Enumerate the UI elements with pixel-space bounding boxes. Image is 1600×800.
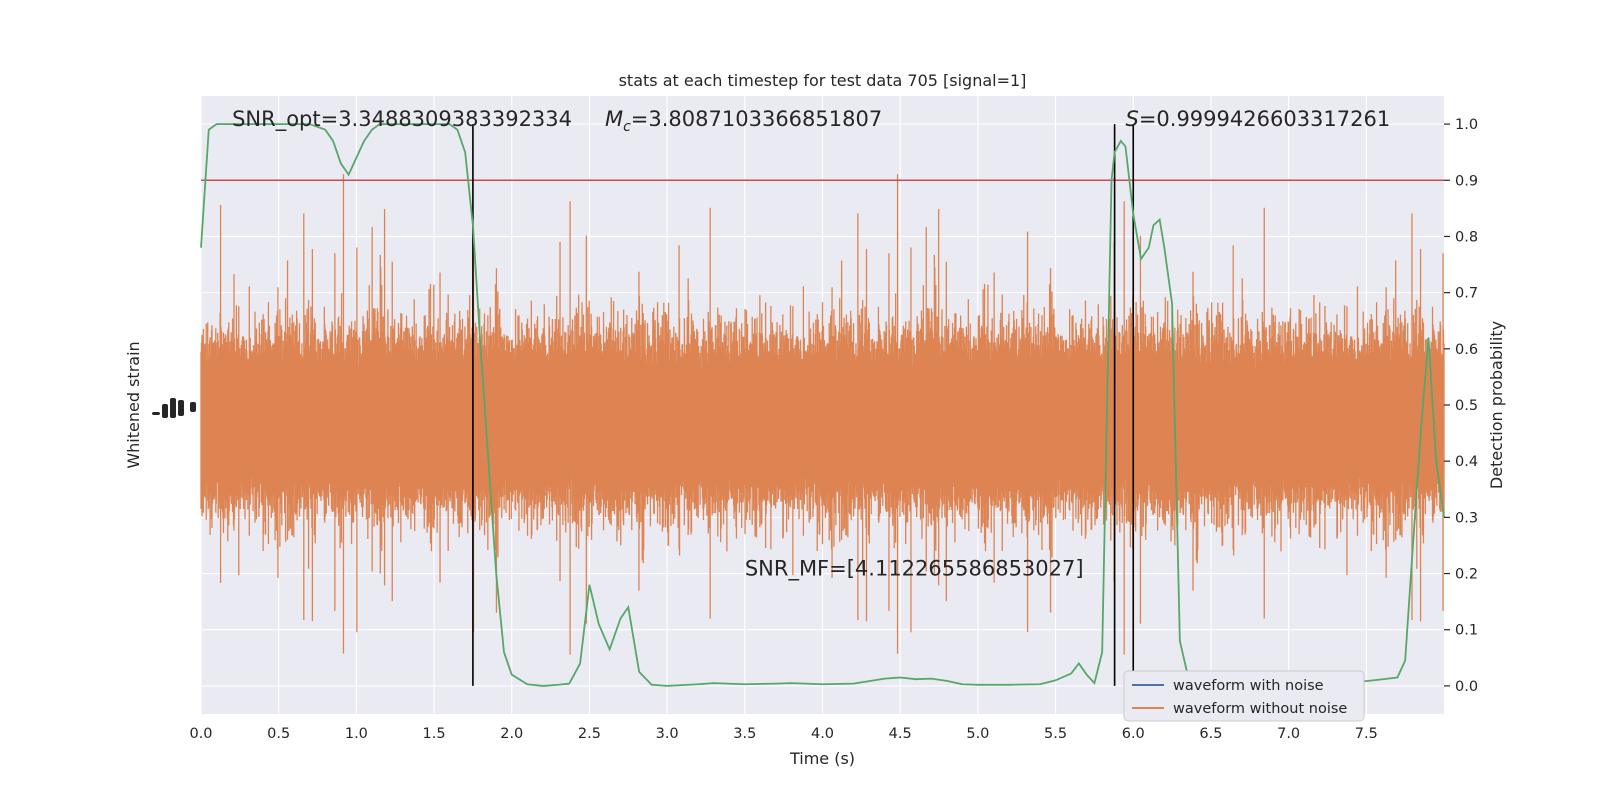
y-tick-label: 0.8 <box>1455 229 1478 245</box>
left-tick-glyph <box>152 412 160 415</box>
x-tick-label: 7.0 <box>1277 726 1300 742</box>
annotation: Mc=3.8087103366851807 <box>605 107 882 135</box>
legend: waveform with noise waveform without nois… <box>1123 670 1365 722</box>
legend-entry: waveform with noise <box>1173 678 1324 694</box>
x-axis-label: Time (s) <box>789 749 855 768</box>
left-tick-glyphs <box>152 398 196 418</box>
x-tick-label: 6.0 <box>1122 726 1145 742</box>
x-tick-label: 2.0 <box>500 726 523 742</box>
x-tick-label: 1.0 <box>345 726 368 742</box>
y-tick-label: 0.2 <box>1455 567 1478 583</box>
x-tick-label: 0.5 <box>267 726 290 742</box>
left-tick-glyph <box>178 400 184 416</box>
x-tick-label: 3.0 <box>656 726 679 742</box>
annotation: SNR_opt=3.3488309383392334 <box>232 107 572 132</box>
annotations-group: SNR_opt=3.3488309383392334 Mc=3.808710336… <box>232 107 1390 581</box>
y-tick-label: 0.6 <box>1455 342 1478 358</box>
y-tick-label: 0.9 <box>1455 173 1478 189</box>
x-tick-label: 4.5 <box>889 726 912 742</box>
y-axis-label-right: Detection probability <box>1487 321 1506 489</box>
x-tick-label: 5.5 <box>1044 726 1067 742</box>
y-tick-label: 0.0 <box>1455 679 1478 695</box>
x-tick-label: 3.5 <box>733 726 756 742</box>
left-tick-glyph <box>162 404 168 418</box>
y-tick-label: 0.3 <box>1455 510 1478 526</box>
chart-title: stats at each timestep for test data 705… <box>619 71 1027 90</box>
x-tick-label: 6.5 <box>1199 726 1222 742</box>
probability-group <box>200 123 1445 687</box>
probability-line <box>200 123 1445 687</box>
left-tick-glyph <box>170 398 176 418</box>
y-tick-label: 0.7 <box>1455 286 1478 302</box>
x-tick-label: 5.0 <box>966 726 989 742</box>
ticks-group: 0.0 0.5 1.0 1.5 2.0 2.5 3.0 3.5 4.0 4.5 5.0 5.5 6.0 6… <box>189 117 1478 742</box>
legend-box <box>1123 670 1365 722</box>
strain-series <box>200 174 1445 655</box>
x-tick-label: 0.0 <box>189 726 212 742</box>
legend-entry: waveform without noise <box>1173 701 1347 717</box>
y-tick-label: 1.0 <box>1455 117 1478 133</box>
strain-core-band <box>201 369 1444 474</box>
x-tick-label: 7.5 <box>1355 726 1378 742</box>
y-axis-label-left: Whitened strain <box>124 341 143 468</box>
annotation: S=0.9999426603317261 <box>1125 107 1390 131</box>
left-tick-glyph <box>190 402 196 412</box>
annotation: SNR_MF=[4.112265586853027] <box>745 557 1084 582</box>
x-tick-label: 2.5 <box>578 726 601 742</box>
x-tick-label: 4.0 <box>811 726 834 742</box>
x-tick-label: 1.5 <box>423 726 446 742</box>
y-tick-label: 0.4 <box>1455 454 1478 470</box>
y-tick-label: 0.5 <box>1455 398 1478 414</box>
y-tick-label: 0.1 <box>1455 623 1478 639</box>
